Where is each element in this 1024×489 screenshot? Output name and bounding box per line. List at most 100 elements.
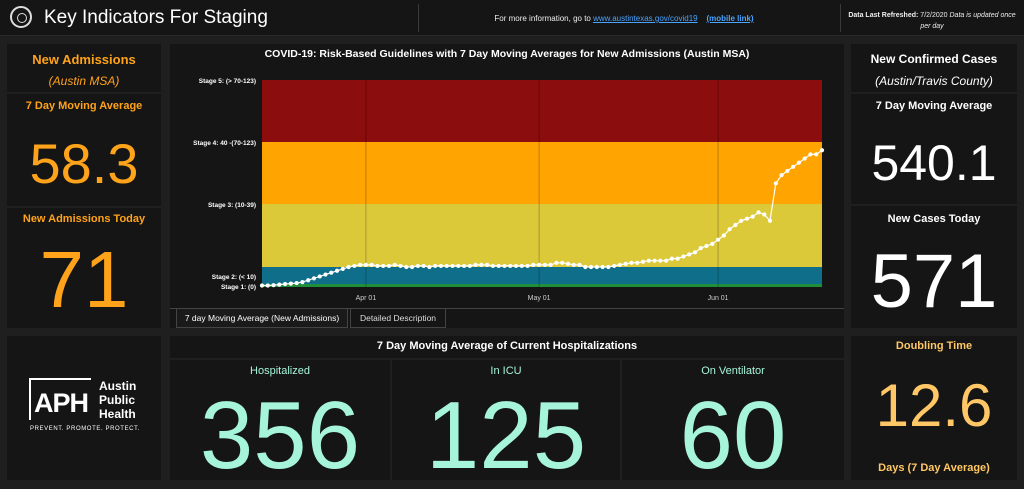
info-prefix: For more information, go to (494, 14, 591, 23)
divider (620, 360, 622, 480)
admissions-avg-label: 7 Day Moving Average (25, 100, 143, 112)
info-text: For more information, go to www.austinte… (424, 14, 824, 23)
icu-label: In ICU (490, 365, 522, 377)
stage-label: Stage 4: 40 -(70-123) (193, 140, 256, 147)
data-point (548, 262, 553, 267)
data-point (785, 168, 790, 174)
data-point (796, 160, 802, 165)
data-point (704, 243, 709, 249)
data-point (710, 241, 715, 246)
page-title: Key Indicators For Staging (44, 7, 268, 28)
new-admissions-title: New Admissions (32, 52, 136, 67)
refresh-date: 7/2/2020 (920, 12, 948, 19)
hospitalizations-title: 7 Day Moving Average of Current Hospital… (376, 340, 638, 352)
divider (7, 206, 161, 208)
mobile-link[interactable]: (mobile link) (706, 14, 754, 23)
admissions-avg-value: 58.3 (29, 132, 139, 195)
tab-moving-average[interactable]: 7 day Moving Average (New Admissions) (176, 309, 348, 328)
logo-line-1: Austin (99, 379, 137, 393)
data-point (571, 262, 576, 267)
stage-band-4 (262, 142, 822, 204)
logo-line-2: Public (99, 393, 136, 407)
data-point (444, 263, 449, 269)
doubling-panel: Doubling Time 12.6 Days (7 Day Average) (851, 336, 1017, 480)
data-point (692, 250, 698, 255)
hospitalizations-panel (170, 336, 844, 480)
data-point (542, 262, 547, 267)
data-point (773, 181, 778, 186)
divider (7, 92, 161, 94)
data-point (727, 227, 732, 232)
data-point (433, 263, 438, 269)
data-point (635, 260, 640, 265)
data-point (606, 264, 611, 270)
refresh-label: Data Last Refreshed: (848, 12, 919, 19)
data-point (560, 260, 565, 265)
ventilator-label: On Ventilator (701, 365, 765, 377)
aph-logo-frame (29, 378, 91, 420)
data-point (664, 258, 669, 263)
data-point (531, 262, 536, 267)
data-point (415, 263, 420, 269)
data-point (456, 263, 461, 269)
data-point (646, 258, 651, 263)
data-point (583, 264, 588, 270)
new-cases-subtitle: (Austin/Travis County) (875, 74, 993, 88)
logo-panel: APH Austin Public Health PREVENT. PROMOT… (7, 336, 161, 480)
cases-today-value: 571 (870, 239, 998, 324)
new-cases-title: New Confirmed Cases (870, 52, 998, 66)
data-point (473, 262, 478, 267)
stage-label: Stage 2: (< 10) (212, 274, 256, 281)
ventilator-value: 60 (679, 382, 787, 489)
data-point (762, 212, 767, 217)
data-point (311, 276, 317, 281)
admissions-chart: Stage 5: (> 70-123) Stage 4: 40 -(70-123)… (193, 78, 825, 302)
data-point (340, 266, 345, 271)
data-point (819, 148, 825, 153)
data-point (502, 263, 507, 269)
x-tick-label: Jun 01 (708, 295, 729, 302)
stage-label: Stage 1: (0) (221, 284, 256, 291)
icu-value: 125 (425, 382, 587, 489)
data-point (612, 263, 617, 269)
data-point (779, 172, 784, 178)
hospitalized-value: 356 (199, 382, 361, 489)
data-point (658, 258, 663, 263)
data-point (739, 218, 744, 223)
hospitalized-label: Hospitalized (250, 365, 310, 377)
data-point (640, 259, 646, 264)
data-point (588, 264, 594, 270)
stage-band-1 (262, 284, 822, 287)
data-point (802, 156, 807, 161)
admissions-today-label: New Admissions Today (22, 213, 146, 225)
data-point (329, 270, 334, 275)
data-point (617, 262, 623, 267)
data-point (577, 262, 582, 267)
data-point (715, 237, 721, 242)
data-point (398, 263, 403, 269)
data-point (756, 210, 761, 215)
data-point (675, 256, 680, 261)
data-point (808, 152, 813, 157)
data-point (421, 263, 426, 269)
cases-avg-label: 7 Day Moving Average (875, 100, 993, 112)
data-point (629, 260, 634, 265)
data-point (300, 280, 305, 285)
data-point (306, 278, 311, 283)
data-point (623, 261, 628, 266)
data-point (323, 272, 328, 277)
data-point (554, 260, 559, 265)
data-point (496, 263, 501, 269)
data-point (346, 264, 351, 270)
data-point (392, 262, 397, 267)
data-point (750, 214, 755, 219)
tab-detailed-description[interactable]: Detailed Description (350, 309, 446, 328)
doubling-unit: Days (7 Day Average) (878, 462, 990, 474)
data-point (490, 263, 496, 269)
header-bar: Key Indicators For Staging For more info… (0, 0, 1024, 36)
data-point (565, 261, 571, 266)
data-point (681, 254, 686, 259)
covid-info-link[interactable]: www.austintexas.gov/covid19 (593, 14, 698, 23)
refresh-info: Data Last Refreshed: 7/2/2020 Data is up… (846, 10, 1018, 32)
data-point (594, 264, 599, 270)
